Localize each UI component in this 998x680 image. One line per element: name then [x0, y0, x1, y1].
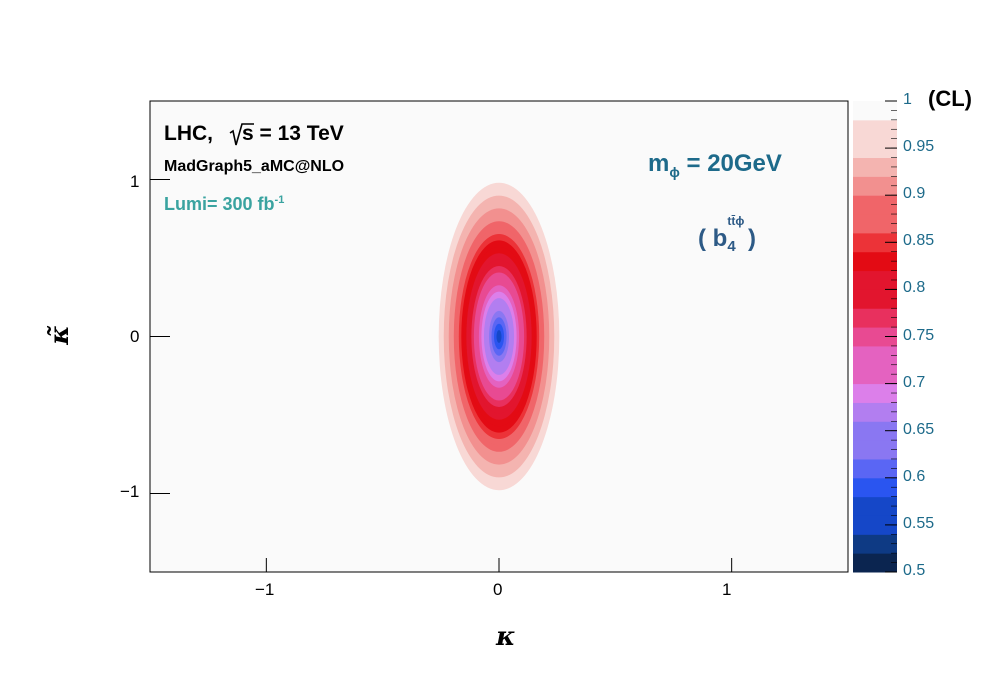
mass-label: mϕ = 20GeV — [648, 150, 782, 180]
mass-value: = 20GeV — [679, 150, 782, 177]
colorbar-segment — [853, 402, 897, 422]
colorbar-segment — [853, 345, 897, 366]
colorbar-title: (CL) — [928, 86, 972, 111]
colorbar-segment — [853, 289, 897, 309]
generator-label: MadGraph5_aMC@NLO — [164, 158, 345, 175]
colorbar-segment — [853, 496, 897, 516]
colorbar-segment — [853, 421, 897, 441]
color-bar-ticks — [885, 100, 897, 573]
coeff-superscript: tt̄ϕ — [727, 214, 745, 228]
y-tick-label: −1 — [120, 482, 140, 501]
colorbar-segment — [853, 515, 897, 535]
y-tick-label: 0 — [130, 327, 140, 346]
coeff-open: ( b — [698, 225, 728, 252]
colorbar-segment — [853, 383, 897, 403]
y-axis-title: κ̃ — [44, 325, 75, 345]
colorbar-tick-label: 0.6 — [903, 467, 926, 485]
lumi-exponent: -1 — [274, 194, 285, 206]
colorbar-tick-label: 0.95 — [903, 138, 935, 156]
colorbar-segment — [853, 138, 897, 159]
colorbar-tick-label: 0.75 — [903, 326, 935, 344]
colorbar-tick-label: 0.7 — [903, 373, 926, 391]
mass-symbol: m — [648, 150, 670, 177]
colorbar-segment — [853, 101, 897, 121]
y-tick-label: 1 — [130, 172, 140, 191]
x-axis-ticks — [265, 558, 733, 572]
lumi-label: Lumi= 300 fb-1 — [164, 194, 284, 215]
x-axis-title: κ — [496, 622, 516, 652]
contour-layer — [436, 176, 562, 497]
colorbar-tick-label: 0.9 — [903, 185, 926, 203]
colorbar-tick-label: 0.55 — [903, 514, 935, 532]
colorbar-segment — [853, 214, 897, 234]
mass-subscript: ϕ — [669, 163, 680, 180]
colorbar-segment — [853, 440, 897, 460]
colorbar-segment — [853, 553, 897, 573]
x-tick-label: −1 — [255, 580, 275, 599]
colorbar-segment — [853, 195, 897, 215]
colorbar-segment — [853, 157, 897, 177]
coeff-close: ) — [741, 225, 756, 252]
x-tick-label: 0 — [493, 580, 503, 599]
colorbar-segment — [853, 534, 897, 554]
colorbar-segment — [853, 119, 897, 140]
colorbar-segment — [853, 176, 897, 196]
collider-label: LHC, — [164, 122, 213, 145]
y-axis-ticks — [150, 179, 170, 494]
colorbar-tick-label: 1 — [903, 91, 912, 108]
colorbar-segment — [853, 477, 897, 498]
lumi-text: Lumi= 300 fb — [164, 194, 275, 214]
coeff-subscript: 4 — [727, 238, 736, 255]
colorbar-segment — [853, 364, 897, 385]
colorbar-tick-label: 0.65 — [903, 420, 935, 438]
colorbar-segment — [853, 327, 897, 347]
colorbar-segment — [853, 458, 897, 479]
colorbar-segment — [853, 270, 897, 290]
colorbar-tick-label: 0.5 — [903, 562, 926, 579]
colorbar-segment — [853, 232, 897, 253]
color-bar — [853, 101, 897, 573]
sqrt-symbol — [229, 123, 254, 146]
colorbar-segment — [853, 308, 897, 328]
x-tick-label: 1 — [722, 580, 732, 599]
colorbar-tick-label: 0.85 — [903, 232, 935, 250]
contour-band — [496, 330, 502, 343]
energy-label: s = 13 TeV — [242, 122, 344, 145]
colorbar-segment — [853, 251, 897, 272]
colorbar-tick-label: 0.8 — [903, 279, 926, 297]
coefficient-label: ( b tt̄ϕ 4 ) — [698, 214, 756, 255]
